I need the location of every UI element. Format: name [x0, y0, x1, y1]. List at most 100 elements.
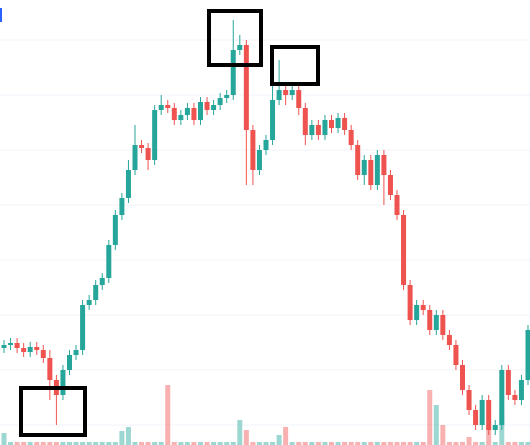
candle-body — [237, 45, 243, 50]
candle-body — [112, 215, 118, 245]
volume-bar — [73, 442, 79, 445]
candle-body — [361, 160, 367, 175]
candle-body — [132, 145, 138, 170]
volume-bar — [453, 442, 459, 445]
candle-body — [211, 105, 217, 110]
candle-body — [512, 395, 518, 400]
volume-bar — [119, 431, 125, 445]
candle-body — [86, 300, 92, 305]
candle-body — [21, 348, 27, 352]
volume-bar — [433, 405, 439, 445]
volume-bar — [125, 427, 131, 445]
candle-body — [460, 365, 465, 390]
candle-body — [433, 315, 439, 330]
candle-body — [250, 130, 256, 170]
volume-bar — [198, 442, 203, 445]
volume-bar — [256, 442, 262, 445]
candle-body — [171, 108, 177, 120]
candle-body — [145, 148, 151, 160]
candle-body — [407, 285, 413, 320]
candle-layer — [1, 20, 530, 435]
candle-body — [152, 110, 158, 160]
volume-bar — [276, 435, 282, 445]
volume-bar — [296, 442, 302, 445]
volume-bar — [27, 442, 33, 445]
volume-bar — [80, 442, 86, 445]
volume-bar — [60, 442, 66, 445]
volume-bar — [158, 442, 164, 445]
candle-body — [217, 98, 223, 105]
candle-body — [34, 347, 40, 350]
volume-bar — [342, 442, 348, 445]
candle-body — [40, 350, 46, 358]
candle-body — [440, 315, 446, 335]
volume-bar — [440, 425, 446, 445]
volume-bar — [525, 442, 530, 445]
candle-body — [518, 380, 524, 400]
volume-bar — [237, 420, 243, 445]
volume-bar — [165, 385, 171, 445]
volume-bar — [361, 442, 367, 445]
volume-bar — [191, 442, 197, 445]
volume-bar — [93, 442, 99, 445]
candle-body — [60, 370, 66, 395]
volume-bar — [374, 442, 380, 445]
candle-body — [302, 108, 308, 135]
candle-body — [355, 145, 361, 175]
candle-body — [309, 125, 315, 135]
candle-body — [315, 125, 321, 135]
annotation-box — [270, 45, 320, 86]
volume-bar — [47, 442, 53, 445]
candle-body — [387, 175, 393, 195]
candle-body — [270, 100, 276, 140]
volume-bar — [427, 390, 433, 445]
candle-body — [224, 95, 230, 98]
volume-bar — [106, 442, 112, 445]
volume-bar — [40, 442, 46, 445]
candle-body — [14, 343, 20, 348]
volume-bar — [414, 442, 420, 445]
volume-bar — [512, 442, 518, 445]
candle-body — [473, 410, 479, 425]
candle-body — [191, 108, 197, 120]
volume-bar — [211, 442, 217, 445]
volume-bar — [250, 442, 256, 445]
volume-bar — [479, 442, 485, 445]
volume-bar — [518, 442, 524, 445]
candle-body — [466, 390, 472, 410]
volume-bar — [473, 442, 479, 445]
volume-bar — [263, 442, 269, 445]
volume-bar — [53, 442, 59, 445]
candle-body — [263, 140, 269, 150]
volume-bar — [270, 442, 276, 445]
volume-bar — [145, 442, 151, 445]
volume-bar — [289, 442, 295, 445]
volume-bar — [86, 442, 92, 445]
candle-body — [125, 170, 131, 198]
volume-bar — [355, 442, 361, 445]
volume-bar — [152, 442, 158, 445]
candle-body — [414, 305, 420, 320]
candle-body — [106, 245, 112, 278]
candle-body — [204, 102, 210, 110]
candle-body — [8, 343, 14, 345]
corner-marker — [0, 8, 2, 22]
volume-bar — [315, 442, 321, 445]
candle-body — [401, 215, 407, 285]
candle-body — [184, 108, 190, 115]
volume-bar — [466, 437, 472, 445]
candle-body — [492, 425, 498, 430]
candle-body — [486, 400, 492, 430]
volume-bar — [171, 442, 177, 445]
volume-bar — [243, 430, 249, 445]
volume-bar — [401, 442, 407, 445]
candle-body — [394, 195, 400, 215]
candle-body — [178, 115, 184, 120]
candle-body — [525, 330, 530, 380]
volume-bar — [322, 442, 328, 445]
candle-body — [368, 160, 374, 185]
candle-body — [283, 90, 289, 95]
candle-body — [47, 358, 53, 380]
volume-bar — [329, 442, 334, 445]
candle-body — [505, 370, 511, 395]
